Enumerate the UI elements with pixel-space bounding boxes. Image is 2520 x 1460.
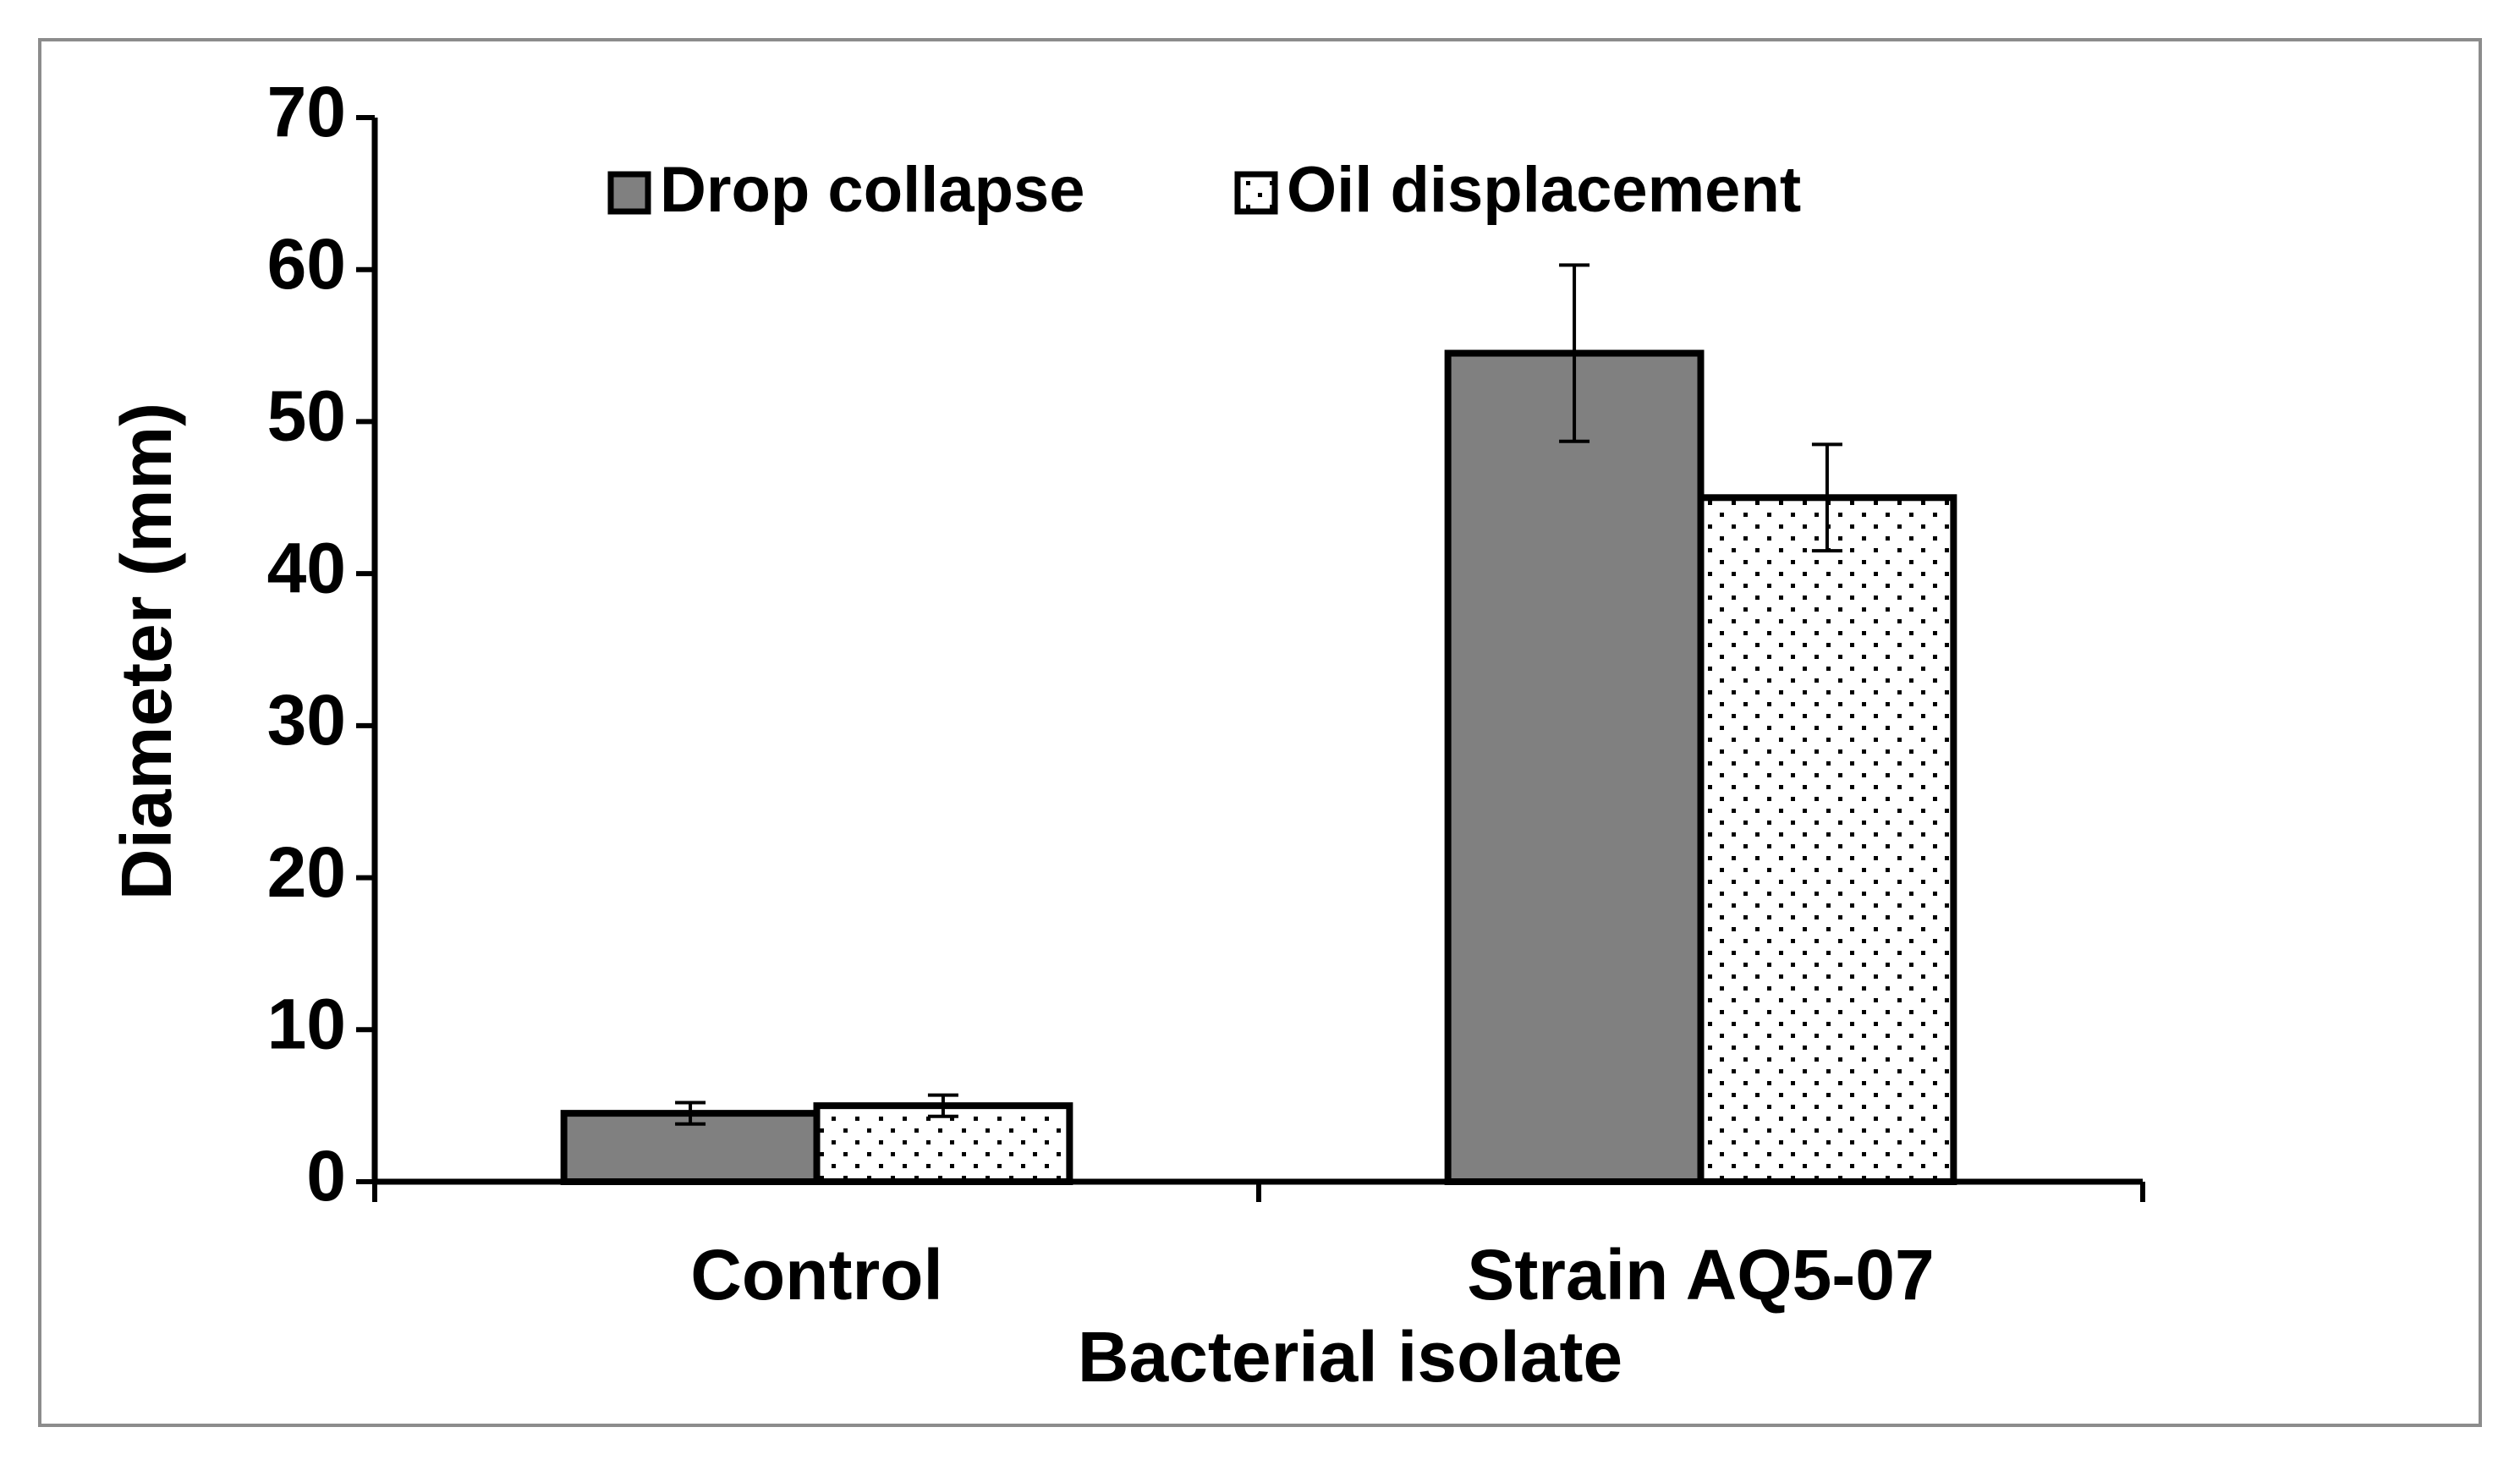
- y-tick-label: 30: [267, 680, 346, 760]
- legend-label: Oil displacement: [1287, 154, 1801, 226]
- bar: [1444, 349, 1705, 1185]
- y-axis-title: Diameter (mm): [107, 403, 186, 900]
- error-bar: [1811, 442, 1842, 553]
- bar: [813, 1102, 1073, 1185]
- legend-swatch: [607, 171, 651, 215]
- error-bar: [675, 1100, 706, 1126]
- legend-swatch: [1234, 171, 1278, 215]
- x-tick-label: Control: [690, 1235, 943, 1315]
- y-tick-label: 20: [267, 832, 346, 912]
- y-tick-label: 50: [267, 376, 346, 456]
- legend-label: Drop collapse: [660, 154, 1085, 226]
- y-tick-label: 0: [306, 1136, 346, 1216]
- x-tick-label: Strain AQ5-07: [1467, 1235, 1934, 1315]
- x-axis-title: Bacterial isolate: [1078, 1317, 1622, 1397]
- error-bar: [927, 1093, 958, 1118]
- y-tick-label: 10: [267, 984, 346, 1063]
- y-tick-label: 60: [267, 224, 346, 304]
- error-bar: [1559, 263, 1590, 443]
- frame: [38, 38, 2482, 1427]
- bar: [1697, 494, 1957, 1185]
- y-tick-label: 70: [267, 72, 346, 151]
- y-tick-label: 40: [267, 528, 346, 607]
